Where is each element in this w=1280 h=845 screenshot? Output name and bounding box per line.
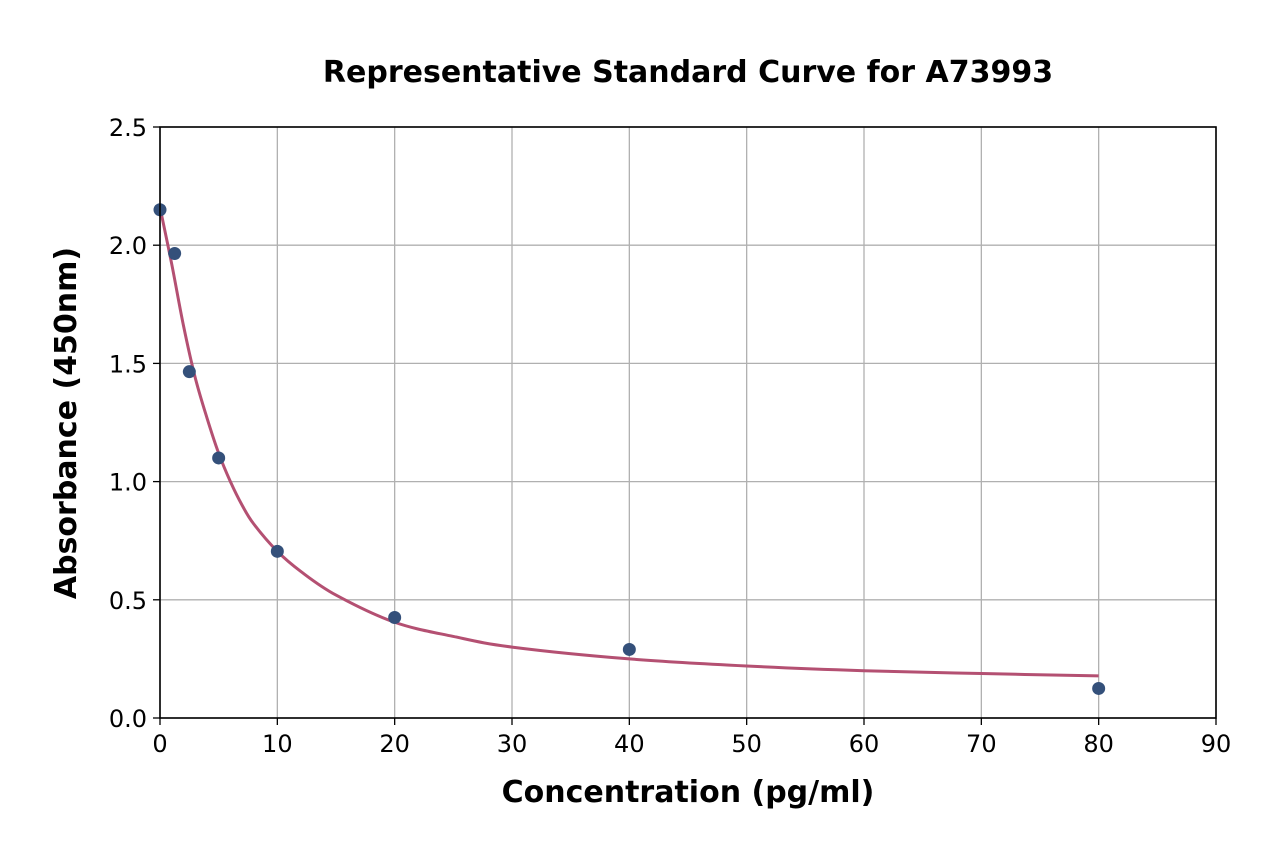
y-tick-label: 2.0 <box>109 232 147 260</box>
x-tick-label: 60 <box>849 730 880 758</box>
y-axis-label: Absorbance (450nm) <box>49 247 84 599</box>
data-point <box>182 365 196 379</box>
x-tick-label: 80 <box>1083 730 1114 758</box>
plot-frame <box>159 126 1217 719</box>
chart-title: Representative Standard Curve for A73993 <box>323 55 1053 90</box>
x-tick-label: 90 <box>1201 730 1232 758</box>
data-point <box>270 544 284 558</box>
data-points <box>153 203 1106 695</box>
y-tick-label: 1.0 <box>109 469 147 497</box>
x-tick-label: 50 <box>731 730 762 758</box>
y-tick-label: 0.5 <box>109 587 147 615</box>
x-tick-label: 10 <box>262 730 293 758</box>
x-tick-label: 20 <box>379 730 410 758</box>
data-point <box>1092 681 1106 695</box>
y-tick-label: 0.0 <box>109 705 147 733</box>
data-point <box>388 611 402 625</box>
y-tick-label: 1.5 <box>109 350 147 378</box>
x-tick-label: 0 <box>152 730 167 758</box>
y-tick-labels: 0.0 0.5 1.0 1.5 2.0 2.5 <box>109 114 147 733</box>
data-point <box>168 246 182 260</box>
data-point <box>622 642 636 656</box>
x-tick-label: 40 <box>614 730 645 758</box>
axis-ticks <box>153 126 1217 725</box>
x-tick-label: 30 <box>497 730 528 758</box>
fit-curve-line <box>158 207 1099 678</box>
data-point <box>212 451 226 465</box>
y-tick-label: 2.5 <box>109 114 147 142</box>
x-tick-label: 70 <box>966 730 997 758</box>
grid-lines <box>159 126 1217 719</box>
x-tick-labels: 0 10 20 30 40 50 60 70 80 90 <box>152 730 1231 758</box>
x-axis-label: Concentration (pg/ml) <box>502 775 875 810</box>
